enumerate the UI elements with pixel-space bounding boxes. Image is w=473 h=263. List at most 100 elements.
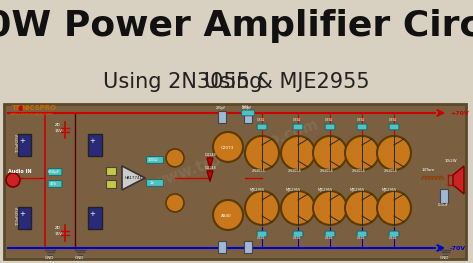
- Polygon shape: [207, 171, 213, 181]
- Text: ZD: ZD: [55, 226, 61, 230]
- Bar: [106, 167, 116, 175]
- Text: 0.33Ω: 0.33Ω: [293, 118, 301, 122]
- Circle shape: [281, 136, 315, 170]
- Bar: [244, 241, 252, 253]
- Text: 1k: 1k: [150, 181, 155, 185]
- Circle shape: [281, 191, 315, 225]
- FancyBboxPatch shape: [48, 181, 62, 187]
- Bar: [18, 134, 31, 156]
- Circle shape: [345, 136, 379, 170]
- FancyBboxPatch shape: [257, 231, 267, 237]
- FancyBboxPatch shape: [357, 231, 367, 237]
- Text: 14Turn: 14Turn: [422, 168, 435, 172]
- FancyBboxPatch shape: [242, 110, 254, 116]
- Circle shape: [345, 191, 379, 225]
- FancyBboxPatch shape: [325, 124, 335, 130]
- Text: 100Ω: 100Ω: [148, 158, 158, 162]
- Text: GND: GND: [45, 256, 54, 260]
- Text: www.tronicspro.com: www.tronicspro.com: [150, 117, 320, 191]
- Text: HA17741: HA17741: [125, 176, 143, 180]
- Circle shape: [245, 136, 279, 170]
- Text: C2073: C2073: [221, 146, 235, 150]
- Circle shape: [166, 149, 184, 167]
- Text: 750W Power Amplifier Circuit: 750W Power Amplifier Circuit: [0, 9, 473, 43]
- FancyBboxPatch shape: [325, 231, 335, 237]
- Circle shape: [377, 136, 411, 170]
- Text: 0.33Ω: 0.33Ω: [325, 118, 333, 122]
- Text: 0.33Ω: 0.33Ω: [293, 236, 301, 240]
- Text: +70V: +70V: [450, 111, 469, 116]
- FancyBboxPatch shape: [389, 231, 399, 237]
- Text: D4148: D4148: [205, 166, 217, 170]
- Text: 2N3055: 2N3055: [384, 169, 398, 173]
- Text: D4148: D4148: [205, 153, 217, 157]
- Text: Using: Using: [204, 72, 269, 92]
- Text: 0.33Ω: 0.33Ω: [389, 118, 397, 122]
- Circle shape: [6, 173, 20, 187]
- Text: MJE2955: MJE2955: [250, 188, 265, 192]
- Bar: [218, 241, 226, 253]
- Polygon shape: [122, 166, 145, 190]
- Text: ●: ●: [18, 105, 24, 111]
- Text: ZD: ZD: [55, 123, 61, 127]
- Bar: [440, 189, 448, 203]
- FancyBboxPatch shape: [357, 124, 367, 130]
- Polygon shape: [207, 158, 213, 168]
- Text: A940: A940: [221, 214, 232, 218]
- FancyBboxPatch shape: [293, 124, 303, 130]
- Text: 2N3055: 2N3055: [320, 169, 334, 173]
- Text: 15V: 15V: [55, 129, 63, 133]
- Text: 100uF/25V: 100uF/25V: [16, 133, 20, 152]
- Text: www.tronicspro.com: www.tronicspro.com: [10, 112, 54, 116]
- Text: +: +: [19, 211, 25, 217]
- Text: NICSPRO: NICSPRO: [21, 105, 56, 111]
- Bar: [18, 207, 31, 229]
- FancyBboxPatch shape: [293, 231, 303, 237]
- Text: MJE2955: MJE2955: [382, 188, 397, 192]
- Text: GND: GND: [75, 256, 84, 260]
- Text: MJE2955: MJE2955: [318, 188, 333, 192]
- Text: MJE2955: MJE2955: [350, 188, 365, 192]
- Text: GND: GND: [440, 256, 449, 260]
- Text: TR: TR: [12, 105, 22, 111]
- Circle shape: [313, 136, 347, 170]
- Bar: [218, 111, 226, 123]
- Circle shape: [213, 132, 243, 162]
- Text: 0.33Ω: 0.33Ω: [389, 236, 397, 240]
- Text: 5.6k: 5.6k: [242, 105, 250, 109]
- Circle shape: [166, 194, 184, 212]
- Bar: [88, 134, 102, 156]
- Text: +: +: [89, 211, 95, 217]
- Text: 100uF/25V: 100uF/25V: [16, 206, 20, 225]
- Text: 0.33Ω: 0.33Ω: [357, 118, 365, 122]
- Text: 15V: 15V: [55, 232, 63, 236]
- Bar: [106, 180, 116, 188]
- FancyBboxPatch shape: [48, 169, 62, 175]
- Bar: [88, 207, 102, 229]
- Text: Using 2N3055 & MJE2955: Using 2N3055 & MJE2955: [103, 72, 370, 92]
- FancyBboxPatch shape: [147, 156, 163, 163]
- Text: -70V: -70V: [450, 246, 466, 251]
- Text: +: +: [19, 138, 25, 144]
- Text: 220pF: 220pF: [216, 106, 226, 110]
- Text: 47k: 47k: [50, 182, 57, 186]
- Bar: [244, 111, 252, 123]
- Text: 2N3055: 2N3055: [352, 169, 366, 173]
- Text: 0.33Ω: 0.33Ω: [325, 236, 333, 240]
- Text: 0.33Ω: 0.33Ω: [357, 236, 365, 240]
- Text: 0.33Ω: 0.33Ω: [257, 118, 265, 122]
- FancyBboxPatch shape: [147, 180, 163, 186]
- Text: 10/2W: 10/2W: [445, 159, 457, 163]
- Circle shape: [377, 191, 411, 225]
- Text: MJE2955: MJE2955: [286, 188, 301, 192]
- Text: 0.33Ω: 0.33Ω: [257, 236, 265, 240]
- Text: 660pF: 660pF: [48, 170, 60, 174]
- Polygon shape: [453, 166, 464, 194]
- Text: 2N3055: 2N3055: [288, 169, 302, 173]
- FancyBboxPatch shape: [257, 124, 267, 130]
- Text: 2N3055: 2N3055: [252, 169, 266, 173]
- FancyBboxPatch shape: [389, 124, 399, 130]
- Circle shape: [313, 191, 347, 225]
- Circle shape: [245, 191, 279, 225]
- Text: 220pF: 220pF: [242, 106, 252, 110]
